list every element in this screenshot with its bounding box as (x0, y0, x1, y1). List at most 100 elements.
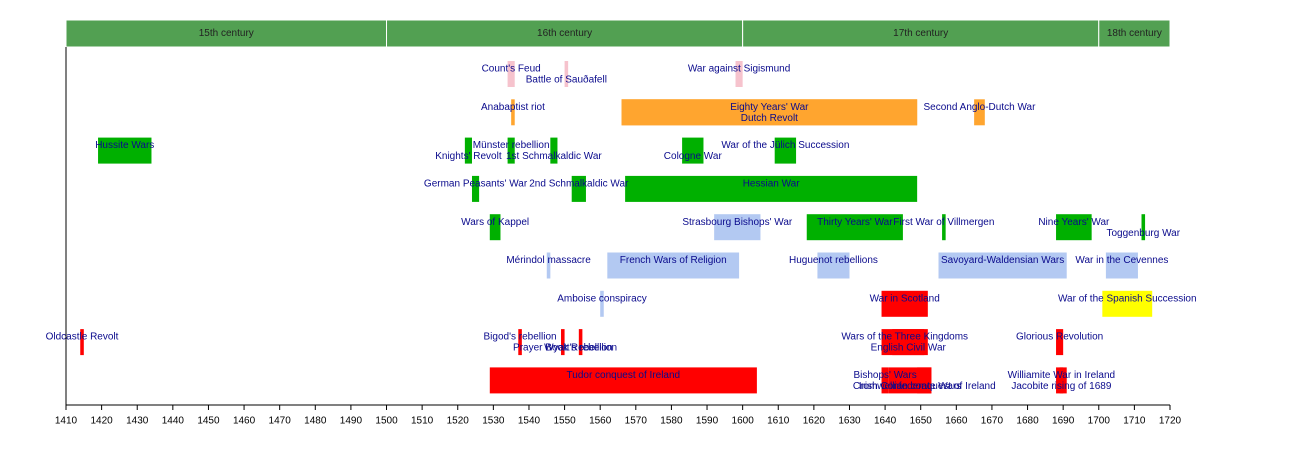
event-label: Irish Confederate Wars (859, 381, 961, 392)
x-tick-label: 1490 (340, 416, 363, 427)
event-label: Wars of the Three Kingdoms (841, 332, 968, 343)
event-bar (507, 61, 515, 87)
event-bar (600, 290, 604, 317)
event-label: German Peasants' War (424, 179, 528, 190)
event-bar (489, 367, 757, 394)
event-bar (917, 367, 932, 394)
event-label: Glorious Revolution (1016, 332, 1103, 343)
period-label: 18th century (1107, 28, 1162, 39)
period-label: 17th century (893, 28, 948, 39)
event-bar (550, 137, 558, 164)
event-bar (817, 252, 850, 279)
x-tick-label: 1480 (304, 416, 327, 427)
event-label: Hessian War (743, 179, 801, 190)
event-label: War in the Cevennes (1075, 255, 1168, 266)
event-bar (892, 329, 925, 356)
x-tick-label: 1680 (1016, 416, 1039, 427)
event-bar (881, 367, 889, 394)
event-bar (98, 137, 152, 164)
event-label: Anabaptist riot (481, 102, 545, 113)
event-bar (1056, 329, 1064, 356)
event-bar (564, 61, 569, 87)
event-label: Bigod's rebellion (484, 332, 557, 343)
event-bar (735, 61, 743, 87)
event-bar (774, 137, 797, 164)
x-tick-label: 1700 (1088, 416, 1111, 427)
event-label: Count's Feud (482, 64, 541, 75)
event-bar (881, 290, 928, 317)
x-tick-label: 1650 (910, 416, 933, 427)
bar-layer (80, 61, 1153, 394)
x-tick-label: 1580 (660, 416, 683, 427)
event-label: Wars of Kappel (461, 217, 529, 228)
x-tick-label: 1430 (126, 416, 149, 427)
event-bar (471, 175, 480, 202)
event-label: War of the Jülich Succession (721, 140, 849, 151)
x-tick-label: 1550 (553, 416, 576, 427)
event-bar (1105, 252, 1138, 279)
event-bar (571, 175, 586, 202)
x-tick-label: 1520 (447, 416, 470, 427)
x-tick-label: 1600 (732, 416, 755, 427)
event-label: First War of Villmergen (893, 217, 994, 228)
x-tick-label: 1460 (233, 416, 256, 427)
event-bar (511, 99, 515, 126)
event-bar (1141, 214, 1146, 241)
event-label: Prayer Book Rebellion (513, 343, 613, 354)
period-band (386, 19, 744, 48)
event-label: Mérindol massacre (506, 255, 591, 266)
event-label: Second Anglo-Dutch War (924, 102, 1037, 113)
event-label: Jacobite rising of 1689 (1011, 381, 1112, 392)
event-label: French Wars of Religion (620, 255, 727, 266)
event-bar (938, 252, 1067, 279)
x-tick-label: 1510 (411, 416, 434, 427)
event-bar (682, 137, 704, 164)
period-label: 16th century (537, 28, 592, 39)
event-bar (621, 99, 918, 126)
event-label: Tudor conquest of Ireland (567, 370, 681, 381)
x-tick-label: 1590 (696, 416, 719, 427)
x-tick-label: 1640 (874, 416, 897, 427)
event-label: Eighty Years' War (730, 102, 809, 113)
x-tick-label: 1420 (90, 416, 113, 427)
period-band (65, 19, 388, 48)
event-bar (607, 252, 740, 279)
event-label: Amboise conspiracy (557, 293, 646, 304)
x-tick-label: 1500 (375, 416, 398, 427)
x-tick-label: 1620 (803, 416, 826, 427)
x-tick-label: 1670 (981, 416, 1004, 427)
period-band (742, 19, 1100, 48)
event-bar (942, 214, 946, 241)
event-label: Münster rebellion (473, 140, 550, 151)
x-tick-label: 1540 (518, 416, 541, 427)
event-label: Nine Years' War (1038, 217, 1110, 228)
event-label: Strasbourg Bishops' War (682, 217, 793, 228)
event-label: English Civil War (871, 343, 947, 354)
event-bar (464, 137, 472, 164)
x-tick-label: 1450 (197, 416, 220, 427)
event-label: Thirty Years' War (817, 217, 893, 228)
x-tick-label: 1720 (1159, 416, 1182, 427)
x-tick-label: 1440 (162, 416, 185, 427)
event-bar (561, 329, 565, 356)
event-bar (714, 214, 761, 241)
event-label: Wyatt's rebellion (544, 343, 617, 354)
event-label: Huguenot rebellions (789, 255, 878, 266)
event-label: Battle of Sauðafell (526, 74, 607, 86)
event-bar (518, 329, 522, 356)
event-label: Knights' Revolt (435, 151, 502, 162)
x-tick-label: 1690 (1052, 416, 1075, 427)
event-label: Cologne War (664, 151, 723, 162)
x-tick-label: 1470 (269, 416, 292, 427)
event-bar (806, 214, 903, 241)
event-bar (578, 329, 583, 356)
event-label: Williamite War in Ireland (1008, 370, 1115, 381)
x-tick-label: 1410 (55, 416, 78, 427)
period-label: 15th century (199, 28, 254, 39)
period-band (1098, 19, 1171, 48)
x-tick-label: 1560 (589, 416, 612, 427)
x-tick-label: 1660 (945, 416, 968, 427)
event-label: War of the Spanish Succession (1058, 293, 1197, 304)
